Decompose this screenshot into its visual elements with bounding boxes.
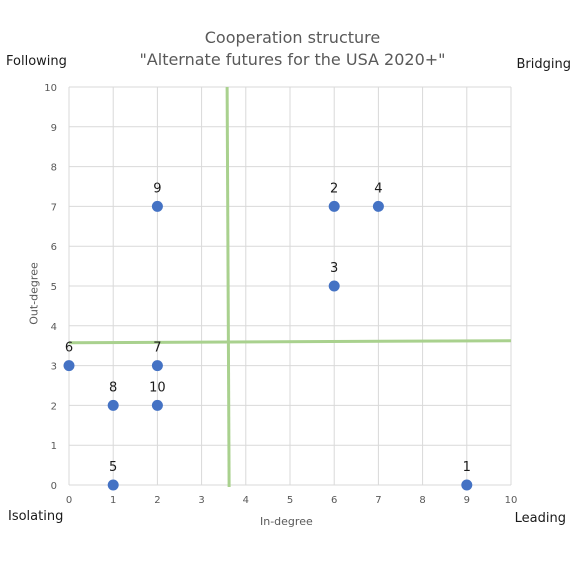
quadrant-line-horizontal <box>68 339 512 345</box>
quadrant-label-following: Following <box>6 54 67 69</box>
y-tick-label: 4 <box>51 322 57 333</box>
data-label: 6 <box>65 341 73 356</box>
y-tick-label: 0 <box>51 481 57 492</box>
y-tick-label: 7 <box>51 202 57 213</box>
chart-title: Cooperation structure <box>204 28 381 47</box>
chart-subtitle: "Alternate futures for the USA 2020+" <box>139 50 446 69</box>
y-tick-label: 5 <box>51 282 57 293</box>
x-tick-label: 3 <box>198 495 204 506</box>
data-label: 8 <box>109 380 117 395</box>
data-label: 5 <box>109 460 117 475</box>
quadrant-label-isolating: Isolating <box>8 509 64 524</box>
x-tick-label: 5 <box>287 495 293 506</box>
y-tick-label: 10 <box>44 83 57 94</box>
data-label: 9 <box>153 181 161 196</box>
x-tick-label: 0 <box>66 495 72 506</box>
x-tick-label: 7 <box>375 495 381 506</box>
y-tick-label: 1 <box>51 441 57 452</box>
x-tick-label: 6 <box>331 495 337 506</box>
data-label: 4 <box>374 181 382 196</box>
data-point <box>107 479 119 491</box>
data-label: 3 <box>330 261 338 276</box>
data-label: 1 <box>463 460 471 475</box>
data-point <box>151 399 163 411</box>
data-label: 10 <box>149 380 166 395</box>
data-label: 2 <box>330 181 338 196</box>
quadrant-label-leading: Leading <box>514 511 566 526</box>
data-point <box>151 360 163 372</box>
data-point <box>328 200 340 212</box>
x-tick-label: 10 <box>505 495 518 506</box>
x-tick-label: 9 <box>464 495 470 506</box>
y-tick-label: 2 <box>51 401 57 412</box>
y-tick-label: 8 <box>51 163 57 174</box>
x-axis-title: In-degree <box>260 515 313 528</box>
data-label: 7 <box>153 341 161 356</box>
x-tick-label: 1 <box>110 495 116 506</box>
x-tick-label: 8 <box>419 495 425 506</box>
quadrant-label-bridging: Bridging <box>516 57 571 72</box>
data-point <box>372 200 384 212</box>
y-tick-label: 9 <box>51 123 57 134</box>
data-point <box>107 399 119 411</box>
data-point <box>63 360 75 372</box>
data-point <box>328 280 340 292</box>
x-tick-label: 4 <box>243 495 249 506</box>
data-point <box>461 479 473 491</box>
data-point <box>151 200 163 212</box>
y-tick-label: 6 <box>51 242 57 253</box>
quadrant-line-vertical <box>225 86 231 488</box>
y-tick-label: 3 <box>51 362 57 373</box>
x-tick-label: 2 <box>154 495 160 506</box>
